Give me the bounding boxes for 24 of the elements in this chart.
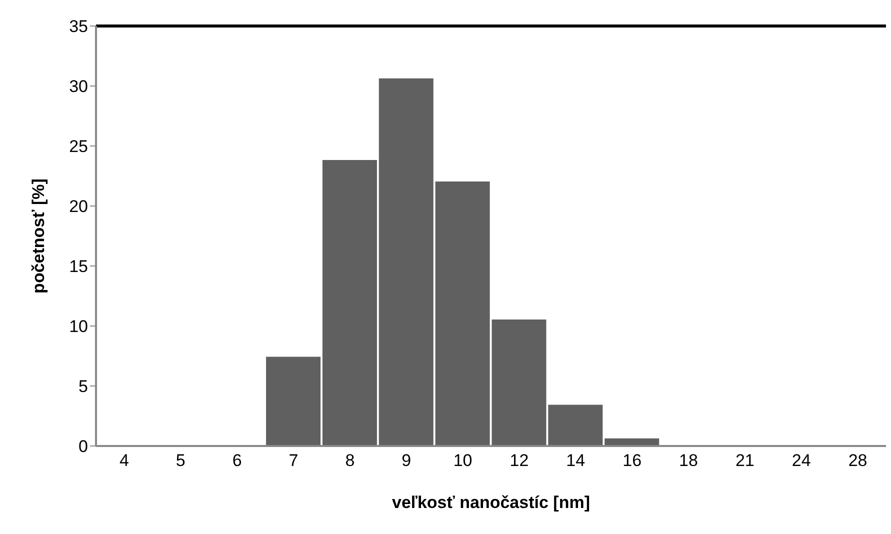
x-tick-label: 4 [119, 451, 129, 470]
x-tick-label: 16 [622, 451, 642, 470]
y-tick-label: 20 [69, 197, 88, 216]
y-tick-label: 30 [69, 77, 88, 96]
x-tick-label: 14 [566, 451, 586, 470]
x-tick-label: 10 [453, 451, 472, 470]
x-tick-label: 12 [510, 451, 529, 470]
x-tick-label: 18 [679, 451, 698, 470]
y-tick-label: 15 [69, 257, 88, 276]
x-tick-label: 7 [288, 451, 298, 470]
y-tick-label: 0 [78, 437, 88, 456]
x-tick-label: 8 [345, 451, 355, 470]
y-tick-label: 10 [69, 317, 88, 336]
x-tick-label: 28 [848, 451, 868, 470]
y-tick-label: 35 [69, 17, 88, 36]
x-tick-label: 5 [176, 451, 186, 470]
x-tick-label: 9 [402, 451, 412, 470]
y-axis-title: početnosť [%] [29, 178, 48, 294]
x-tick-label: 6 [232, 451, 242, 470]
y-tick-label: 25 [69, 137, 88, 156]
y-tick-label: 5 [78, 377, 88, 396]
x-tick-label: 24 [792, 451, 811, 470]
x-axis-title: veľkosť nanočastíc [nm] [392, 493, 590, 512]
x-tick-label: 21 [735, 451, 754, 470]
